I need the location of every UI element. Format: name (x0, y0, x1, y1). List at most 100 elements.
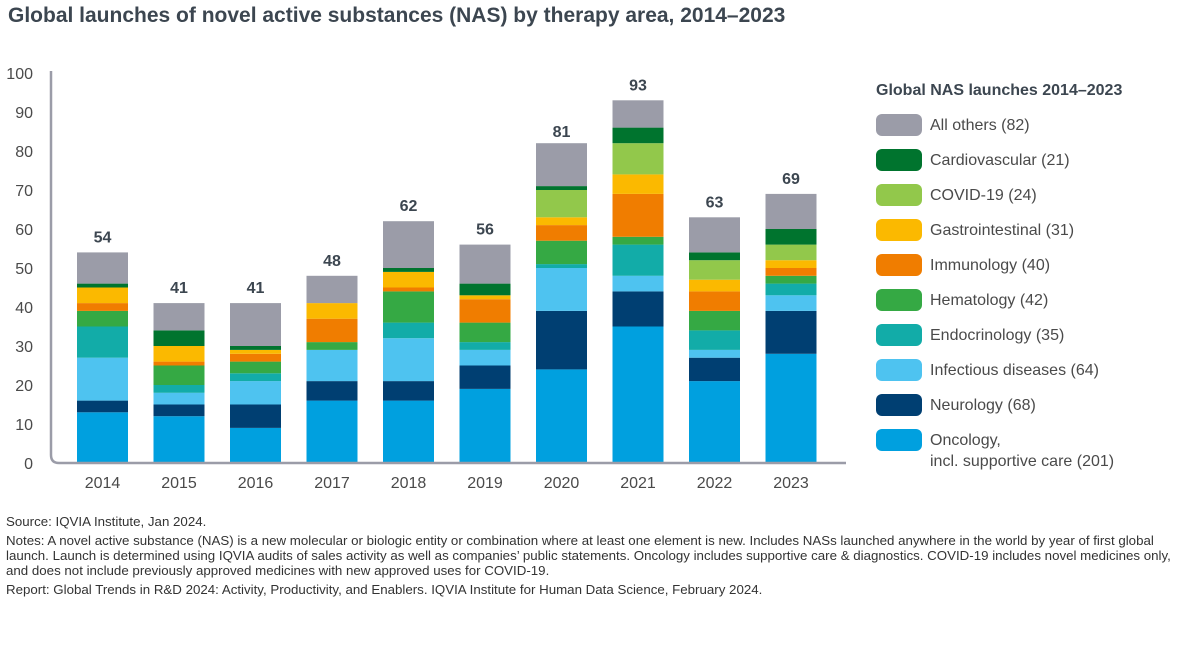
bar-segment (765, 229, 817, 245)
bar-total-label: 41 (170, 280, 188, 297)
legend-swatch (876, 254, 922, 276)
bar-segment (459, 299, 511, 323)
axis-lines (49, 71, 846, 465)
legend-label-line: All others (82) (930, 117, 1030, 134)
x-tick-label: 2019 (467, 475, 503, 492)
legend-item: Gastrointestinal (31) (876, 219, 1176, 254)
bar-segment (689, 217, 740, 253)
bar-segment (765, 275, 817, 284)
legend-swatch (876, 324, 922, 346)
bar-segment (459, 342, 511, 350)
x-tick-label: 2016 (238, 475, 274, 492)
y-tick-label: 90 (15, 105, 33, 122)
legend-label-line-2: incl. supportive care (201) (930, 453, 1115, 470)
bar-segment (765, 310, 817, 354)
y-tick-label: 80 (15, 144, 33, 161)
bar-segment (77, 287, 128, 304)
bar-segment (612, 143, 664, 175)
bar-segment (153, 346, 205, 362)
chart-title: Global launches of novel active substanc… (8, 4, 786, 27)
x-tick-label: 2015 (161, 475, 197, 492)
bar-segment (459, 365, 511, 389)
x-tick-label: 2023 (773, 475, 809, 492)
bar-segment (459, 388, 511, 463)
axes (49, 71, 846, 465)
bar-segment (383, 322, 434, 339)
bar-segment (536, 268, 587, 311)
bar-segment (689, 279, 740, 292)
bar-segment (153, 365, 205, 385)
bar-stack-2020 (536, 143, 587, 463)
y-tick-label: 0 (24, 456, 33, 473)
legend-item: Cardiovascular (21) (876, 149, 1176, 184)
bar-segment (612, 127, 664, 144)
bar-segment (536, 264, 587, 268)
legend-item: All others (82) (876, 114, 1176, 149)
bar-segment (689, 260, 740, 280)
bar-segment (536, 369, 587, 463)
bar-total-label: 48 (323, 253, 341, 270)
legend-item: Hematology (42) (876, 289, 1176, 324)
bar-segment (153, 385, 205, 393)
bar-segment (306, 349, 358, 382)
bar-stack-2019 (459, 244, 511, 463)
y-tick-label: 40 (15, 300, 33, 317)
bar-stack-2017 (306, 275, 358, 463)
bar-segment (536, 190, 587, 218)
y-tick-label: 50 (15, 261, 33, 278)
legend-item: Neurology (68) (876, 394, 1176, 429)
x-tick-label: 2020 (544, 475, 580, 492)
chart-footer: Source: IQVIA Institute, Jan 2024. Notes… (6, 514, 1176, 601)
bar-segment (612, 326, 664, 463)
bar-segment (383, 287, 434, 292)
bar-segment (383, 271, 434, 288)
bar-total-label: 93 (629, 77, 647, 94)
bar-segment (153, 404, 205, 417)
bar-segment (765, 283, 817, 296)
legend-swatch (876, 114, 922, 136)
bar-segment (536, 143, 587, 187)
bar-stack-2023 (765, 193, 817, 463)
bar-segment (230, 346, 281, 350)
bar-segment (230, 353, 281, 362)
legend-swatch (876, 359, 922, 381)
bar-total-label: 69 (782, 171, 800, 188)
bar-segment (306, 303, 358, 319)
legend-swatch (876, 184, 922, 206)
bar-total-label: 41 (247, 280, 265, 297)
bar-segment (765, 193, 817, 229)
x-tick-label: 2021 (620, 475, 656, 492)
legend: Global NAS launches 2014–2023 All others… (876, 82, 1176, 470)
legend-swatch (876, 289, 922, 311)
y-tick-label: 100 (6, 66, 33, 83)
bar-segment (459, 322, 511, 343)
bar-segment (306, 342, 358, 350)
y-tick-label: 70 (15, 183, 33, 200)
bar-segment (689, 381, 740, 463)
bar-segment (689, 349, 740, 358)
y-tick-label: 20 (15, 378, 33, 395)
legend-item: Endocrinology (35) (876, 324, 1176, 359)
bar-stack-2015 (153, 303, 205, 463)
bar-segment (383, 221, 434, 268)
bar-segment (383, 291, 434, 323)
bar-segment (77, 252, 128, 284)
legend-label: Endocrinology (35) (930, 325, 1064, 346)
bar-segment (230, 373, 281, 382)
bar-segment (230, 303, 281, 346)
bar-segment (77, 357, 128, 401)
bar-segment (153, 361, 205, 366)
legend-label: All others (82) (930, 115, 1030, 136)
bar-segment (689, 357, 740, 382)
bar-segment (765, 353, 817, 463)
stacked-bar-chart: 0 10 20 30 40 50 60 70 80 90 100 54 41 41 48 62 56 81 93 6… (6, 66, 846, 492)
bar-segment (77, 412, 128, 463)
legend-label: Immunology (40) (930, 255, 1050, 276)
legend-label-line: COVID-19 (24) (930, 187, 1037, 204)
legend-label: Gastrointestinal (31) (930, 220, 1074, 241)
bar-segment (612, 174, 664, 194)
bar-segment (689, 252, 740, 261)
legend-item: Oncology, incl. supportive care (201) (876, 429, 1176, 470)
bar-segment (77, 310, 128, 327)
bar-segment (536, 225, 587, 241)
